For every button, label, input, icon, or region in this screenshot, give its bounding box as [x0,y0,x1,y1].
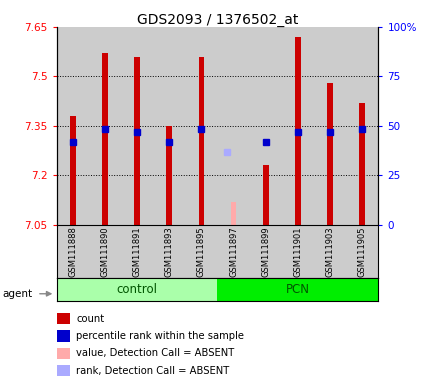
Bar [56,278,217,301]
Bar [326,83,332,225]
Text: GSM111890: GSM111890 [100,226,109,277]
Bar [217,225,249,278]
Bar [217,278,378,301]
Text: rank, Detection Call = ABSENT: rank, Detection Call = ABSENT [76,366,229,376]
Text: GSM111899: GSM111899 [261,226,270,277]
Text: count: count [76,314,104,324]
Bar [198,56,204,225]
Bar [153,225,185,278]
Bar [185,27,217,225]
Text: control: control [116,283,157,296]
Bar [313,27,345,225]
Bar [166,126,172,225]
Bar [345,225,378,278]
Bar [281,225,313,278]
Bar [134,56,140,225]
Text: GSM111903: GSM111903 [325,226,334,277]
Bar [313,225,345,278]
Bar [56,225,89,278]
Bar [249,27,281,225]
Text: GSM111891: GSM111891 [132,226,141,277]
Text: GSM111888: GSM111888 [68,226,77,277]
Text: percentile rank within the sample: percentile rank within the sample [76,331,243,341]
Bar [294,37,300,225]
Bar [262,165,268,225]
Text: GSM111897: GSM111897 [229,226,237,277]
Text: GDS2093 / 1376502_at: GDS2093 / 1376502_at [137,13,297,27]
Bar [69,116,76,225]
Text: agent: agent [2,289,32,299]
Bar [281,27,313,225]
Text: GSM111905: GSM111905 [357,226,366,277]
Bar [102,53,108,225]
Bar [121,225,153,278]
Bar [89,225,121,278]
Bar [345,27,378,225]
Bar [89,27,121,225]
Bar [153,27,185,225]
Bar [358,103,365,225]
Bar [230,202,236,225]
Text: value, Detection Call = ABSENT: value, Detection Call = ABSENT [76,348,234,358]
Text: GSM111901: GSM111901 [293,226,302,277]
Bar [56,27,89,225]
Bar [185,225,217,278]
Bar [217,27,249,225]
Text: PCN: PCN [285,283,309,296]
Bar [249,225,281,278]
Text: GSM111893: GSM111893 [164,226,173,277]
Text: GSM111895: GSM111895 [197,226,205,277]
Bar [121,27,153,225]
